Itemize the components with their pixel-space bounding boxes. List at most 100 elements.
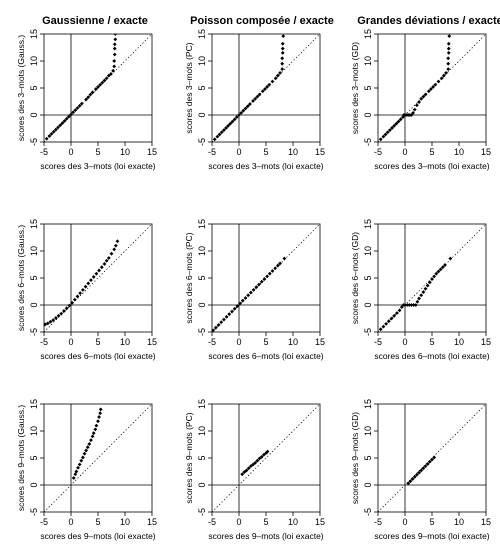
data-point	[58, 123, 63, 128]
data-point	[45, 321, 50, 326]
data-point	[253, 460, 258, 465]
data-point	[102, 78, 107, 83]
data-point	[91, 275, 96, 279]
data-point	[77, 103, 82, 108]
y-tick-label: 10	[197, 56, 207, 66]
y-axis-label: scores des 9–mots (GD)	[350, 412, 360, 504]
y-tick-label: 10	[29, 56, 39, 66]
y-tick-label: -5	[197, 328, 207, 336]
x-tick-label: 0	[68, 337, 73, 347]
y-axis-label: scores des 9–mots (PC)	[184, 412, 194, 503]
data-point	[112, 42, 117, 47]
x-tick-label: -5	[208, 517, 216, 527]
data-point	[224, 314, 229, 319]
data-point	[235, 304, 240, 308]
data-point	[73, 472, 78, 477]
data-point	[93, 87, 98, 91]
x-tick-label: -5	[208, 147, 216, 157]
x-tick-label: 15	[147, 147, 157, 157]
data-point	[219, 320, 224, 325]
y-tick-label: 15	[363, 399, 373, 409]
plot-area	[44, 404, 152, 512]
y-tick-label: 15	[197, 29, 207, 39]
y-tick-label: 5	[363, 275, 373, 280]
data-point	[280, 61, 285, 66]
data-point	[73, 108, 78, 113]
data-point	[75, 106, 80, 110]
x-tick-label: 0	[402, 337, 407, 347]
x-tick-label: 0	[68, 147, 73, 157]
data-point	[259, 455, 264, 459]
data-point	[423, 464, 428, 468]
y-tick-label: 15	[363, 219, 373, 229]
data-point	[104, 76, 109, 81]
y-axis-label: scores des 3–mots (GD)	[350, 42, 360, 134]
x-tick-label: 5	[429, 517, 434, 527]
x-tick-label: 5	[429, 147, 434, 157]
data-point	[414, 472, 419, 477]
data-point	[62, 309, 66, 313]
data-point	[246, 466, 251, 471]
data-point	[243, 106, 248, 111]
data-point	[407, 303, 412, 307]
x-tick-label: 5	[263, 517, 268, 527]
x-tick-label: 15	[315, 147, 325, 157]
data-point	[112, 46, 117, 51]
data-point	[446, 41, 451, 46]
data-point	[98, 407, 103, 412]
y-tick-label: 0	[197, 302, 207, 307]
data-point	[378, 327, 383, 332]
data-point	[421, 94, 426, 99]
data-point	[441, 73, 446, 78]
data-point	[431, 85, 435, 89]
data-point	[84, 448, 89, 453]
x-tick-label: 5	[263, 147, 268, 157]
x-tick-label: 5	[95, 147, 100, 157]
data-point	[216, 323, 221, 327]
data-point	[234, 115, 239, 120]
x-tick-label: -5	[40, 337, 48, 347]
panel-2-0: -5-5 0 0 5 5 10 10 15 15 scores des 9–mots (loi e…	[16, 399, 157, 541]
data-point	[56, 313, 61, 318]
data-point	[49, 132, 54, 136]
data-point	[280, 46, 285, 51]
data-point	[85, 445, 90, 450]
data-point	[89, 438, 93, 443]
data-point	[421, 290, 426, 294]
x-tick-label: -5	[374, 517, 382, 527]
plot-area	[212, 34, 320, 142]
data-point	[378, 137, 383, 142]
data-point	[275, 263, 280, 268]
data-point	[60, 121, 65, 125]
x-tick-label: 0	[402, 517, 407, 527]
x-axis-label: scores des 3–mots (loi exacte)	[208, 161, 323, 171]
y-tick-label: 0	[197, 112, 207, 117]
data-point	[405, 303, 410, 307]
column-title-gaussienne: Gaussienne / exacte	[42, 15, 148, 27]
panel-0-1: -5-5 0 0 5 5 10 10 15 15 scores des 3–mots (loi e…	[184, 29, 325, 171]
y-tick-label: 0	[29, 112, 39, 117]
data-point	[80, 287, 85, 292]
x-tick-label: 5	[95, 337, 100, 347]
data-point	[113, 37, 118, 42]
data-point	[240, 298, 245, 303]
data-point	[77, 462, 82, 467]
data-point	[280, 56, 285, 61]
data-point	[221, 317, 226, 322]
data-point	[443, 263, 447, 267]
data-point	[212, 137, 217, 142]
data-point	[71, 476, 76, 480]
x-tick-label: 0	[68, 517, 73, 527]
data-point	[86, 281, 91, 286]
data-point	[270, 79, 275, 84]
panel-2-1: -5-5 0 0 5 5 10 10 15 15 scores des 9–mots (loi e…	[184, 399, 325, 541]
data-point	[282, 256, 287, 261]
x-tick-label: 10	[288, 337, 298, 347]
y-tick-label: 0	[363, 482, 373, 487]
data-point	[396, 119, 401, 124]
data-point	[398, 117, 403, 122]
data-point	[421, 466, 426, 471]
y-tick-label: 10	[363, 246, 373, 256]
data-point	[251, 462, 255, 467]
x-axis-label: scores des 6–mots (loi exacte)	[208, 351, 323, 361]
